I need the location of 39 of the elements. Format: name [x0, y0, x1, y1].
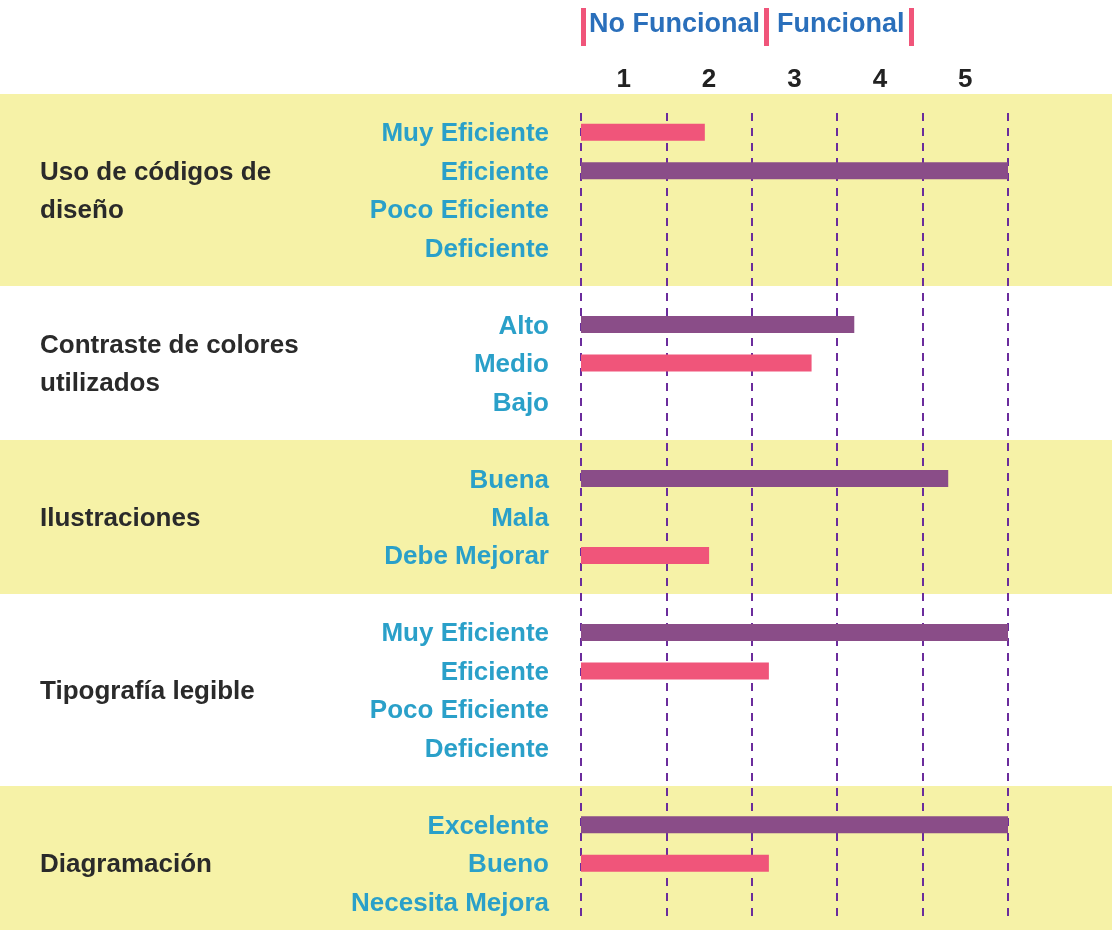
y-tick-label: Bueno	[468, 848, 549, 879]
x-tick-label: 1	[616, 63, 631, 93]
y-tick-label: Eficiente	[440, 155, 549, 186]
bar	[581, 662, 769, 680]
bar	[581, 623, 1008, 641]
y-tick-label: Deficiente	[424, 732, 549, 763]
y-tick-label: Eficiente	[440, 655, 549, 686]
bar	[581, 316, 855, 334]
y-tick-label: Excelente	[427, 809, 549, 840]
bar	[581, 854, 769, 872]
y-tick-label: Alto	[498, 309, 549, 340]
text: Diagramación	[40, 847, 213, 881]
x-tick-label: 2	[701, 63, 717, 93]
x-tick-label: 5	[958, 63, 973, 93]
y-tick-label: Debe Mejorar	[384, 540, 549, 571]
x-tick-label: 3	[787, 63, 802, 93]
y-tick-label: Buena	[469, 463, 550, 494]
y-tick-label: Mala	[491, 502, 550, 532]
bar	[581, 470, 949, 488]
bar	[581, 123, 705, 141]
y-tick-label: Necesita Mejora	[351, 886, 550, 917]
text: Contraste de colores utilizados	[40, 328, 300, 400]
bar	[581, 354, 812, 372]
text: No Funcional	[589, 8, 760, 39]
text: Funcional	[777, 8, 905, 39]
y-tick-label: Muy Eficiente	[381, 117, 549, 148]
x-tick-label: 4	[872, 63, 888, 93]
y-tick-label: Muy Eficiente	[381, 617, 549, 648]
text: Tipografía legible	[40, 674, 256, 708]
y-tick-label: Poco Eficiente	[369, 694, 549, 725]
y-tick-label: Deficiente	[424, 232, 549, 263]
y-tick-label: Bajo	[492, 386, 549, 417]
text: Ilustraciones	[40, 501, 202, 534]
y-tick-label: Poco Eficiente	[369, 194, 549, 225]
bar	[581, 162, 1008, 180]
text: Uso de códigos de diseño	[40, 154, 273, 226]
y-tick-label: Medio	[473, 348, 549, 379]
bar	[581, 546, 710, 564]
bar	[581, 816, 1008, 834]
